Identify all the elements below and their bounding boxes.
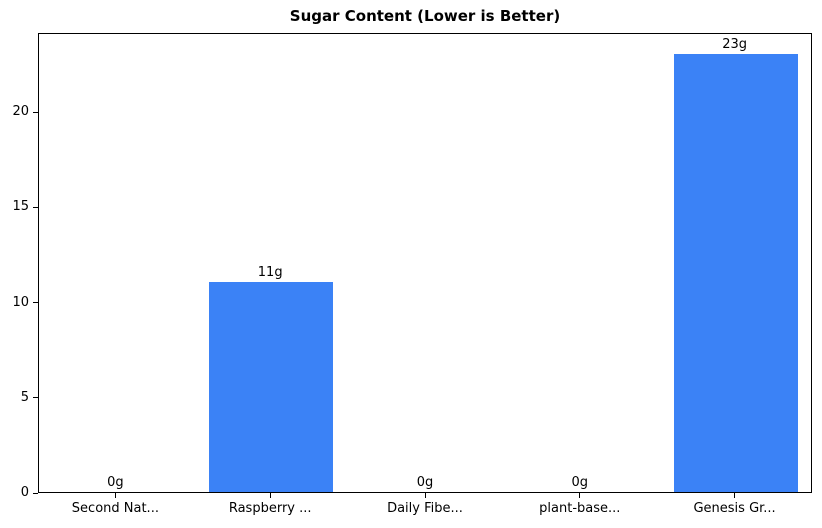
y-axis-tick-mark [33,492,38,494]
x-axis-tick-label: Raspberry ... [228,501,312,516]
x-axis-tick-mark [579,493,581,498]
x-axis-tick-mark [424,493,426,498]
chart-title: Sugar Content (Lower is Better) [289,7,561,25]
bar-value-label: 23g [722,36,747,52]
bar-value-label: 0g [571,475,589,490]
y-axis-tick-mark [33,302,38,304]
x-axis-tick-mark [269,493,271,498]
x-axis-tick-mark [114,493,116,498]
y-axis-tick-label: 5 [20,389,29,405]
bar-value-label: 11g [257,265,283,281]
y-axis-tick-mark [33,111,38,113]
y-axis-tick-mark [33,397,38,399]
x-axis-tick-mark [734,493,736,498]
y-axis-tick-label: 10 [12,294,29,310]
bar-value-label: 0g [107,475,124,490]
y-axis-tick-label: 0 [20,485,29,500]
bar [673,53,798,492]
bar [209,282,334,492]
y-axis-tick-mark [33,206,38,208]
y-axis-tick-label: 15 [12,199,29,215]
x-axis-tick-label: Genesis Gr... [693,501,776,516]
y-axis-tick-label: 20 [12,104,29,120]
plot-area [38,33,812,493]
x-axis-tick-label: Daily Fibe... [387,501,463,516]
x-axis-tick-label: plant-base... [539,501,621,516]
bar-value-label: 0g [416,475,434,490]
x-axis-tick-label: Second Nat... [71,501,159,516]
